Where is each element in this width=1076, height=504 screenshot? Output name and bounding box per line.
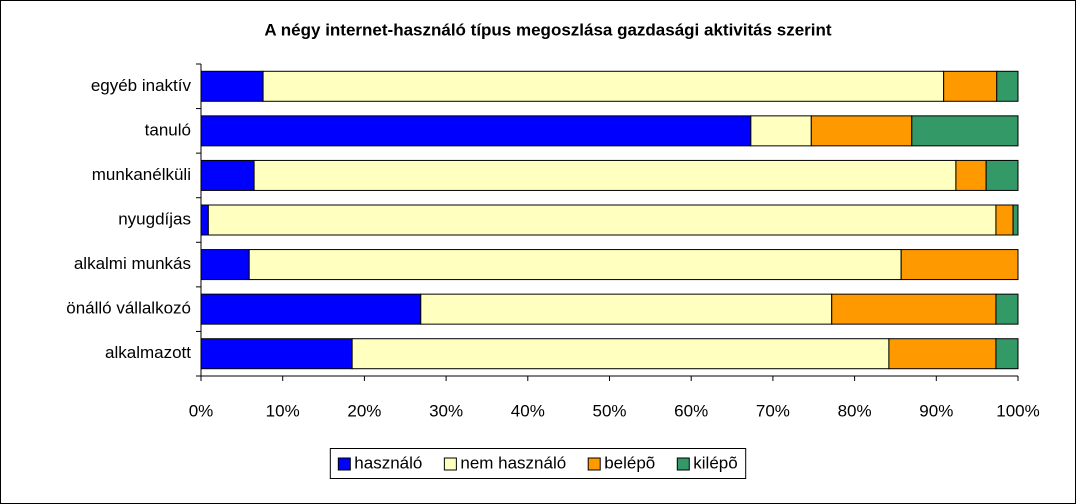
legend-box: [329, 448, 747, 479]
x-tick-label: 0%: [189, 401, 214, 420]
legend-label: nem használó: [460, 453, 566, 472]
x-tick-label: 50%: [592, 401, 626, 420]
y-tick-label: egyéb inaktív: [91, 76, 192, 95]
x-tick-label: 90%: [919, 401, 953, 420]
legend-swatch: [337, 457, 351, 471]
legend-label: belépõ: [604, 453, 655, 472]
bar-segment: [200, 249, 250, 281]
bar-segment: [995, 204, 1014, 236]
bar-segment: [911, 115, 1019, 147]
bar-segment: [996, 70, 1019, 102]
y-tick-label: önálló vállalkozó: [66, 299, 191, 318]
x-tick-label: 30%: [429, 401, 463, 420]
bar-segment: [420, 293, 833, 325]
bar-segment: [253, 159, 957, 191]
bar-segment: [248, 249, 902, 281]
bar-segment: [200, 70, 264, 102]
bar-segment: [200, 293, 422, 325]
bar-segment: [985, 159, 1019, 191]
y-tick-label: tanuló: [145, 120, 191, 139]
legend-swatch: [443, 457, 457, 471]
bar-segment: [888, 338, 997, 370]
legend-label: használó: [354, 453, 422, 472]
y-tick-label: nyugdíjas: [118, 209, 191, 228]
bar-segment: [750, 115, 812, 147]
x-tick-label: 20%: [347, 401, 381, 420]
y-tick-label: alkalmazott: [105, 343, 191, 362]
x-tick-label: 70%: [756, 401, 790, 420]
bar-segment: [995, 293, 1019, 325]
bar-segment: [900, 249, 1019, 281]
bar-segment: [207, 204, 997, 236]
chart-title: A négy internet-használó típus megoszlás…: [264, 20, 831, 39]
y-tick-label: alkalmi munkás: [74, 254, 191, 273]
bar-segment: [995, 338, 1019, 370]
bar-segment: [351, 338, 890, 370]
x-tick-label: 60%: [674, 401, 708, 420]
x-tick-label: 80%: [838, 401, 872, 420]
legend-label: kilépõ: [693, 453, 737, 472]
bar-segment: [262, 70, 945, 102]
bar-segment: [200, 159, 255, 191]
bar-segment: [955, 159, 987, 191]
legend-swatch: [587, 457, 601, 471]
bar-segment: [200, 204, 209, 236]
bar-segment: [943, 70, 998, 102]
x-tick-label: 10%: [266, 401, 300, 420]
legend-swatch: [676, 457, 690, 471]
bar-segment: [1012, 204, 1019, 236]
x-tick-label: 40%: [511, 401, 545, 420]
bar-segment: [831, 293, 997, 325]
bar-segment: [810, 115, 913, 147]
bar-segment: [200, 115, 752, 147]
bar-segment: [200, 338, 353, 370]
x-tick-label: 100%: [996, 401, 1039, 420]
y-tick-label: munkanélküli: [92, 165, 191, 184]
